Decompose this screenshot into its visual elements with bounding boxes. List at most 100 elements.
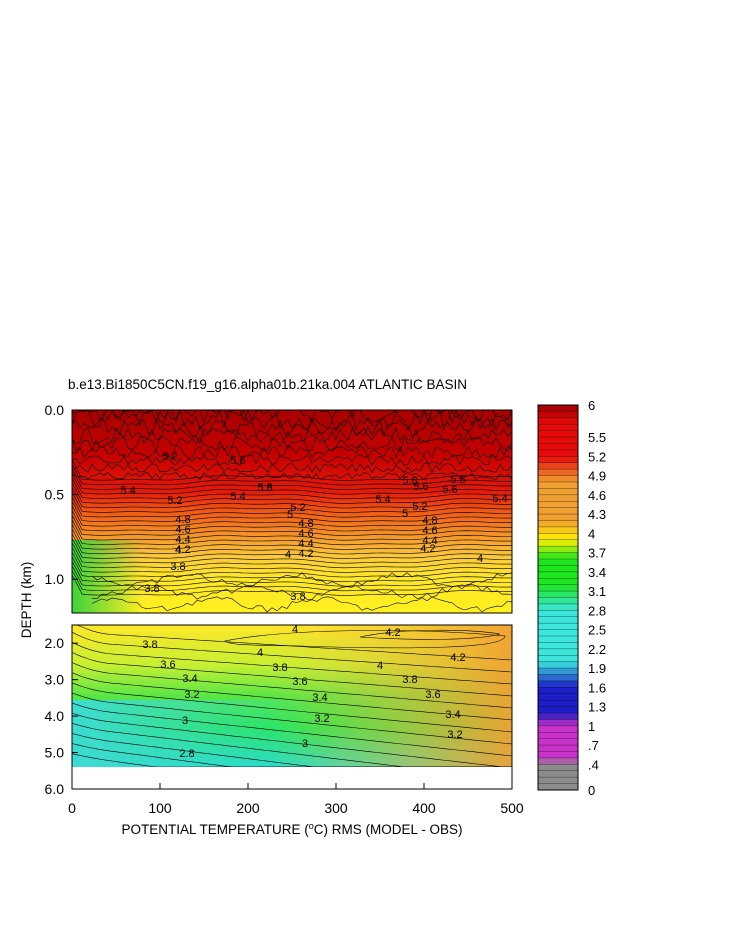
colorbar-segment	[538, 571, 578, 579]
contour-line	[91, 584, 513, 600]
contour-line	[71, 482, 512, 504]
contour-label: 3.2	[447, 729, 462, 741]
contour-line	[71, 528, 512, 550]
contour-label: 5.4	[375, 494, 390, 506]
contour-label: 4	[285, 549, 291, 561]
colorbar-tick-label: .4	[588, 757, 599, 772]
colorbar-segment	[538, 501, 578, 509]
contour-line	[71, 702, 513, 757]
colorbar-segment	[538, 437, 578, 444]
contour-label: 4	[477, 553, 483, 565]
contour-label: 4	[257, 647, 263, 659]
contour-label: 5	[402, 508, 408, 520]
contour-label: 3.2	[314, 713, 329, 725]
contour-line	[224, 630, 506, 649]
contour-label: 5.8	[257, 482, 272, 494]
contour-label: 5.2	[167, 495, 182, 507]
y-tick-label: 4.0	[45, 708, 65, 724]
colorbar-tick-label: 1.3	[588, 700, 606, 715]
contour-line	[71, 533, 512, 555]
lower-panel: 3.83.63.43.232.8443.83.63.43.234.24.243.…	[71, 624, 513, 790]
contour-label: 4.2	[175, 544, 190, 556]
contour-label: 5.4	[120, 485, 135, 497]
colorbar-segment	[538, 629, 578, 637]
colorbar-segment	[538, 680, 578, 688]
contour-line	[71, 672, 513, 721]
colorbar-segment	[538, 539, 578, 547]
contour-line	[71, 519, 512, 541]
colorbar-segment	[538, 565, 578, 573]
colorbar-tick-label: 1.6	[588, 680, 606, 695]
colorbar-segment	[538, 783, 578, 791]
contour-line	[71, 445, 513, 459]
contour-label: 4.8	[175, 514, 190, 526]
colorbar-segment	[538, 591, 578, 598]
x-tick-label: 300	[324, 800, 348, 816]
contour-line	[91, 596, 513, 613]
upper-y-axis: 0.0 0.5 1.0	[45, 402, 78, 587]
upper-panel-frame	[71, 409, 513, 614]
contour-line	[71, 510, 512, 532]
contour-label: 5.6	[230, 455, 245, 467]
colorbar-segment	[538, 405, 578, 412]
colorbar-segment	[538, 751, 578, 759]
colorbar-segment	[538, 526, 578, 534]
colorbar-segment	[538, 725, 578, 733]
upper-contour-lines	[71, 409, 513, 613]
colorbar-segment	[538, 674, 578, 682]
x-axis: 0 100 200 300 400 500	[68, 783, 524, 816]
contour-line	[71, 478, 512, 500]
contour-label: 4.6	[422, 525, 437, 537]
contour-line	[71, 454, 513, 466]
colorbar-segment	[538, 443, 578, 451]
colorbar-segment	[538, 668, 578, 675]
colorbar-segment	[538, 456, 578, 464]
contour-label: 3	[182, 715, 188, 727]
contour-label: 4.2	[298, 548, 313, 560]
x-tick-label: 0	[68, 800, 76, 816]
colorbar-tick-label: 4.3	[588, 507, 606, 522]
colorbar-segment	[538, 514, 578, 521]
colorbar-tick-label: 4	[588, 526, 595, 541]
colorbar-segment	[538, 462, 578, 470]
contour-label: 5.6	[442, 484, 457, 496]
contour-label: 4.6	[298, 528, 313, 540]
colorbar-tick-label: 1	[588, 719, 595, 734]
y-tick-label: 1.0	[45, 571, 65, 587]
colorbar-segment	[538, 469, 578, 476]
colorbar-segment	[538, 623, 578, 630]
contour-label: 3.8	[290, 591, 305, 603]
colorbar-tick-label: 0	[588, 783, 595, 798]
contour-label: 3.8	[272, 662, 287, 674]
contour-line	[71, 469, 512, 490]
colorbar-segment	[538, 507, 578, 515]
contour-label: 5.8	[402, 475, 417, 487]
x-tick-label: 100	[148, 800, 172, 816]
lower-panel-frame	[71, 624, 513, 790]
contour-line	[71, 631, 513, 673]
contour-line	[71, 642, 513, 685]
colorbar-segment	[538, 552, 578, 560]
upper-panel: 5.25.45.65.85.24.84.64.44.243.83.85.254.…	[71, 409, 513, 614]
colorbar-tick-label: 4.6	[588, 488, 606, 503]
colorbar-segment	[538, 559, 578, 566]
contour-line	[71, 542, 512, 564]
colorbar-segment	[538, 719, 578, 727]
contour-line	[91, 572, 513, 588]
contour-label: 4.2	[450, 652, 465, 664]
contour-label: 3.4	[312, 692, 327, 704]
contour-line	[71, 524, 512, 546]
x-axis-label: POTENTIAL TEMPERATURE (oC) RMS (MODEL - …	[121, 821, 462, 837]
y-tick-label: 6.0	[45, 781, 65, 797]
contour-line	[71, 418, 513, 438]
contour-line	[71, 462, 513, 474]
x-tick-label: 500	[500, 800, 524, 816]
y-tick-label: 0.0	[45, 402, 65, 418]
contour-line	[71, 515, 512, 536]
colorbar-segment	[538, 417, 578, 425]
colorbar-segment	[538, 424, 578, 432]
contour-line	[71, 652, 513, 697]
colorbar-segment	[538, 475, 578, 483]
colorbar-segment	[538, 533, 578, 541]
contour-line	[71, 464, 512, 486]
